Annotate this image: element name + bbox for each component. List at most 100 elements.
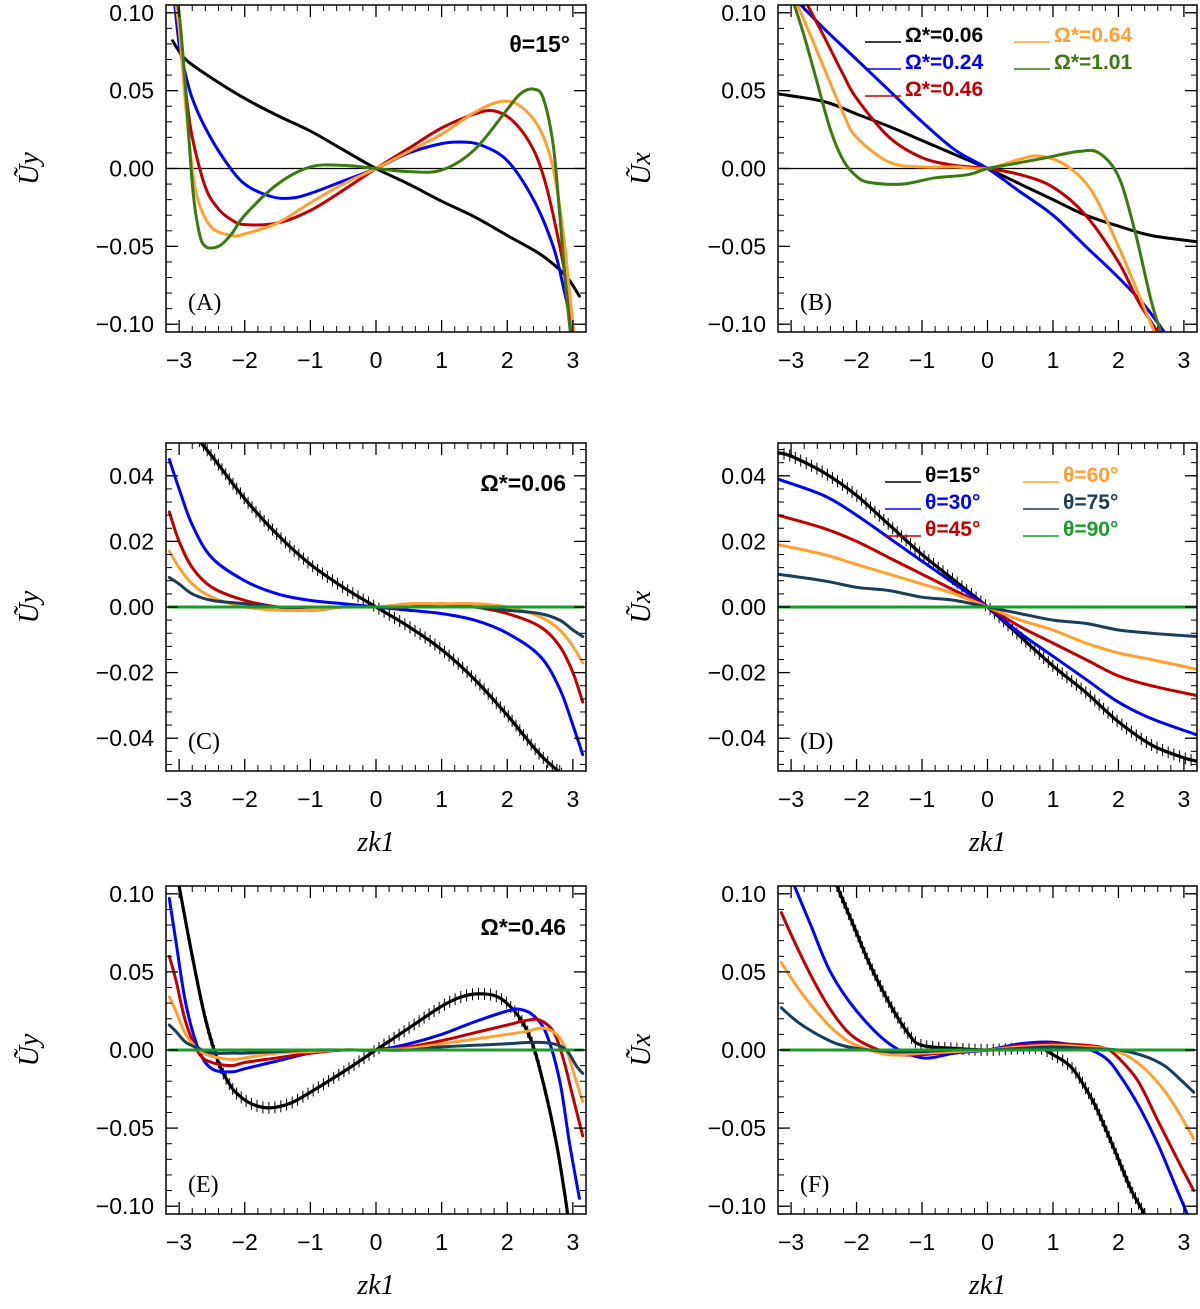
- y-axis-label: Ũx: [626, 152, 657, 185]
- y-tick-label: 0.10: [721, 881, 766, 907]
- y-tick-label: 0.00: [109, 594, 154, 620]
- x-tick-label: 0: [370, 786, 383, 812]
- x-tick-label: −3: [778, 347, 804, 373]
- error-bars: [198, 443, 563, 771]
- series-line-4: [174, 5, 576, 332]
- panel-label: (A): [188, 290, 221, 316]
- y-tick-label: 0.00: [721, 156, 766, 182]
- legend-label: Ω*=0.64: [1054, 24, 1132, 47]
- x-tick-label: 3: [566, 347, 579, 373]
- x-tick-label: 2: [1112, 786, 1125, 812]
- x-tick-label: 1: [1047, 347, 1060, 373]
- x-tick-label: 0: [981, 786, 994, 812]
- x-tick-label: −3: [166, 1229, 192, 1255]
- x-tick-label: −1: [297, 786, 323, 812]
- y-tick-label: −0.04: [96, 725, 154, 751]
- panel-a: −3 −2 −1 0 1 2 3 −0.10 −0.05 0.00 0.05 0.10 Ũy (A) θ=1…: [14, 0, 587, 373]
- x-tick-label: −2: [843, 786, 869, 812]
- plot-area: [167, 886, 585, 1214]
- plot-area: [167, 443, 585, 771]
- panel-b: −3 −2 −1 0 1 2 3 −0.10 −0.05 0.00 0.05 0.10 Ũx (B) Ω*=…: [626, 0, 1198, 373]
- x-tick-label: 1: [1047, 786, 1060, 812]
- x-tick-label: 0: [370, 347, 383, 373]
- y-axis-label: Ũx: [626, 1033, 657, 1066]
- x-tick-label: 0: [981, 347, 994, 373]
- x-tick-label: 3: [1178, 786, 1191, 812]
- x-tick-label: −2: [232, 1229, 258, 1255]
- series-line-3: [174, 5, 576, 332]
- panel-label: (D): [800, 729, 833, 755]
- x-tick-label: 2: [1112, 347, 1125, 373]
- y-tick-label: 0.00: [109, 1037, 154, 1063]
- panel-e: −3 −2 −1 0 1 2 3 −0.10 −0.05 0.00 0.05 0.10 Ũy zk1 (E)…: [14, 881, 587, 1301]
- y-tick-label: 0.05: [721, 959, 766, 985]
- legend-label: θ=60°: [1063, 464, 1118, 487]
- panel-d: −3 −2 −1 0 1 2 3 −0.04 −0.02 0.00 0.02 0.04 Ũx zk1 (D)…: [626, 442, 1198, 858]
- legend-label: Ω*=1.01: [1054, 51, 1132, 74]
- x-tick-label: −3: [166, 347, 192, 373]
- panel-annotation: Ω*=0.46: [480, 914, 566, 940]
- legend-label: θ=90°: [1063, 518, 1118, 541]
- y-tick-label: 0.00: [721, 1037, 766, 1063]
- x-tick-label: 2: [501, 347, 514, 373]
- y-tick-label: −0.02: [708, 660, 766, 686]
- panel-c: −3 −2 −1 0 1 2 3 −0.04 −0.02 0.00 0.02 0.04 Ũy zk1 (C)…: [14, 442, 587, 858]
- y-tick-label: −0.05: [708, 233, 766, 259]
- y-tick-label: 0.10: [109, 881, 154, 907]
- x-tick-label: −3: [778, 786, 804, 812]
- legend-label: θ=75°: [1063, 491, 1118, 514]
- x-tick-label: −3: [778, 1229, 804, 1255]
- x-tick-label: 2: [1112, 1229, 1125, 1255]
- plot-area: [171, 5, 581, 332]
- x-tick-label: 3: [566, 786, 579, 812]
- y-tick-label: −0.04: [708, 725, 766, 751]
- legend: Ω*=0.06 Ω*=0.64 Ω*=0.24 Ω*=1.01 Ω*=0.46: [865, 24, 1132, 101]
- x-tick-label: 1: [435, 347, 448, 373]
- x-tick-label: −1: [909, 1229, 935, 1255]
- x-tick-label: −2: [843, 1229, 869, 1255]
- panel-annotation: θ=15°: [509, 31, 570, 57]
- panel-label: (C): [188, 729, 220, 755]
- x-tick-label: −1: [297, 1229, 323, 1255]
- plot-area: [778, 446, 1197, 768]
- x-axis-label: zk1: [968, 1270, 1006, 1301]
- error-bars: [178, 886, 569, 1214]
- y-tick-label: −0.10: [96, 1193, 154, 1219]
- x-axis-label: zk1: [968, 827, 1006, 858]
- x-tick-label: −1: [297, 347, 323, 373]
- x-axis-label: zk1: [356, 827, 394, 858]
- panel-label: (F): [800, 1172, 829, 1198]
- legend-label: Ω*=0.46: [905, 78, 983, 101]
- x-tick-label: −3: [166, 786, 192, 812]
- legend-label: θ=45°: [925, 518, 980, 541]
- y-tick-label: 0.10: [109, 0, 154, 26]
- series-line-5: [176, 5, 572, 332]
- y-axis-label: Ũy: [14, 590, 45, 623]
- series-line-1: [171, 39, 581, 298]
- x-tick-label: −2: [843, 347, 869, 373]
- y-tick-label: 0.04: [721, 463, 766, 489]
- y-tick-label: 0.04: [109, 463, 154, 489]
- y-axis-label: Ũy: [14, 152, 45, 185]
- series-line-5: [792, 5, 1163, 332]
- y-axis-label: Ũx: [626, 590, 657, 623]
- y-tick-label: −0.02: [96, 660, 154, 686]
- legend-label: Ω*=0.06: [905, 24, 983, 47]
- x-tick-label: 2: [501, 1229, 514, 1255]
- y-tick-label: 0.02: [109, 528, 154, 554]
- panel-label: (E): [188, 1172, 219, 1198]
- y-tick-label: −0.10: [96, 311, 154, 337]
- y-tick-label: −0.05: [708, 1115, 766, 1141]
- y-tick-label: 0.05: [109, 959, 154, 985]
- series-line-3: [167, 954, 585, 1138]
- x-tick-label: 1: [1047, 1229, 1060, 1255]
- legend-label: θ=30°: [925, 491, 980, 514]
- x-tick-label: −1: [909, 347, 935, 373]
- legend: θ=15° θ=60° θ=30° θ=75° θ=45° θ=90°: [885, 464, 1118, 541]
- x-tick-label: −2: [232, 347, 258, 373]
- plot-area: [779, 886, 1196, 1214]
- panel-f: −3 −2 −1 0 1 2 3 −0.10 −0.05 0.00 0.05 0.10 Ũx zk1 (F): [626, 881, 1198, 1301]
- y-tick-label: −0.05: [96, 1115, 154, 1141]
- y-tick-label: 0.00: [721, 594, 766, 620]
